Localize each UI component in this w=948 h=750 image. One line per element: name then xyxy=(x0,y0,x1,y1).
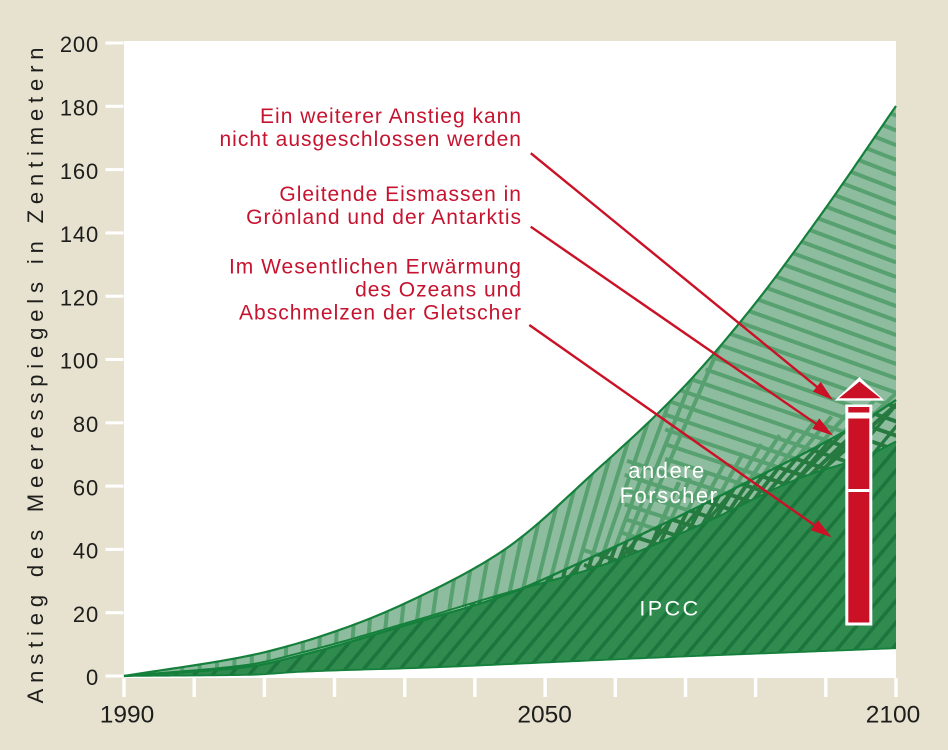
svg-text:40: 40 xyxy=(73,539,99,564)
svg-text:60: 60 xyxy=(73,475,99,500)
svg-text:Forscher: Forscher xyxy=(620,483,719,508)
svg-text:andere: andere xyxy=(628,458,706,483)
svg-text:nicht ausgeschlossen werden: nicht ausgeschlossen werden xyxy=(219,128,522,151)
svg-text:160: 160 xyxy=(60,159,99,184)
svg-text:Anstieg des Meeresspiegels in: Anstieg des Meeresspiegels in Zentimeter… xyxy=(23,42,48,704)
svg-text:100: 100 xyxy=(60,349,99,374)
svg-text:Grönland und der Antarktis: Grönland und der Antarktis xyxy=(246,206,522,229)
svg-text:0: 0 xyxy=(86,665,99,690)
svg-text:80: 80 xyxy=(73,412,99,437)
svg-text:2100: 2100 xyxy=(866,702,921,729)
svg-text:Ein weiterer Anstieg kann: Ein weiterer Anstieg kann xyxy=(260,105,522,128)
svg-text:120: 120 xyxy=(60,285,99,310)
svg-text:140: 140 xyxy=(60,222,99,247)
svg-text:Im Wesentlichen Erwärmung: Im Wesentlichen Erwärmung xyxy=(229,256,522,279)
svg-text:200: 200 xyxy=(60,32,99,57)
svg-text:IPCC: IPCC xyxy=(639,597,700,621)
svg-text:1990: 1990 xyxy=(100,702,155,729)
svg-text:180: 180 xyxy=(60,96,99,121)
svg-text:Gleitende Eismassen in: Gleitende Eismassen in xyxy=(279,183,522,206)
svg-text:20: 20 xyxy=(73,602,99,627)
svg-text:2050: 2050 xyxy=(517,702,572,729)
svg-text:Abschmelzen der Gletscher: Abschmelzen der Gletscher xyxy=(239,302,522,325)
svg-text:des Ozeans und: des Ozeans und xyxy=(355,279,522,302)
